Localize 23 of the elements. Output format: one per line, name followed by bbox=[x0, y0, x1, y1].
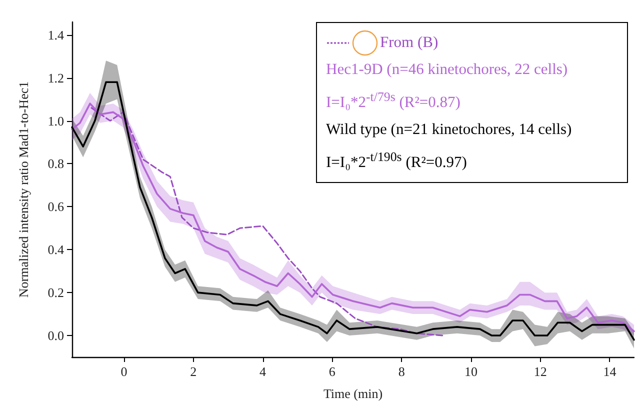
x-tick-label: 12 bbox=[534, 364, 547, 379]
x-tick-label: 2 bbox=[190, 364, 197, 379]
y-tick-label: 0.4 bbox=[48, 242, 64, 258]
y-tick-label: 1.4 bbox=[48, 27, 64, 42]
x-tick-label: 10 bbox=[464, 364, 478, 379]
text: Wild type (n=21 kinetochores, 14 cells) bbox=[326, 120, 572, 140]
text: From (B) bbox=[380, 33, 438, 53]
x-axis-title: Time (min) bbox=[323, 386, 383, 401]
text: Hec1-9D (n=46 kinetochores, 22 cells) bbox=[326, 60, 568, 80]
y-tick-label: 1.2 bbox=[48, 70, 64, 86]
x-tick-label: 0 bbox=[120, 364, 128, 379]
y-tick-label: 0.2 bbox=[48, 285, 64, 300]
y-tick-label: 0.8 bbox=[48, 156, 64, 172]
y-tick-label: 0.0 bbox=[48, 328, 64, 344]
x-tick-label: 14 bbox=[603, 364, 617, 379]
y-tick-label: 0.6 bbox=[48, 199, 64, 214]
x-tick-label: 8 bbox=[398, 364, 405, 379]
annotation: I=I₀*2$^{-t/190s}$ (R²=0.97) bbox=[326, 148, 467, 174]
annotation: I=I₀*2$^{-t/79s}$ (R²=0.87) bbox=[326, 88, 460, 114]
y-axis-title: Normalized intensity ratio Mad1-to-Hec1 bbox=[16, 81, 31, 298]
x-tick-label: 6 bbox=[328, 364, 336, 379]
y-tick-label: 1.0 bbox=[48, 113, 64, 128]
x-tick-label: 4 bbox=[260, 364, 267, 379]
